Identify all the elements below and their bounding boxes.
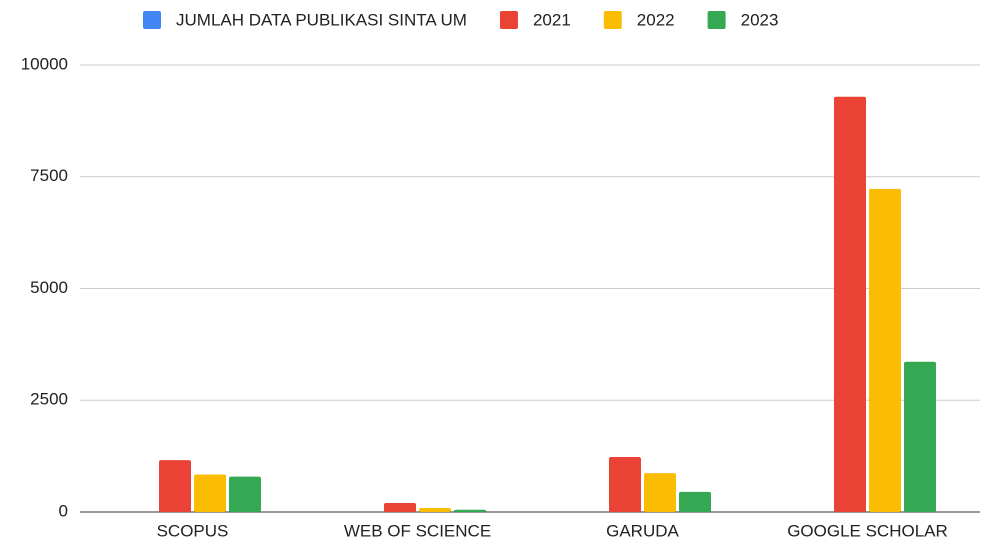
bar — [454, 509, 486, 512]
bar — [609, 457, 641, 512]
bar — [159, 460, 191, 512]
y-tick-label: 0 — [59, 501, 68, 520]
legend-swatch — [603, 11, 622, 29]
x-tick-label: WEB OF SCIENCE — [344, 521, 491, 540]
legend-label: 2022 — [637, 10, 675, 29]
bar — [644, 473, 676, 512]
bar — [384, 503, 416, 512]
y-tick-label: 10000 — [21, 54, 68, 73]
legend-label: 2021 — [533, 10, 571, 29]
bar — [679, 491, 711, 512]
bar — [419, 507, 451, 512]
x-tick-label: GARUDA — [606, 521, 679, 540]
bar — [904, 361, 936, 512]
bar — [229, 476, 261, 512]
legend-label: JUMLAH DATA PUBLIKASI SINTA UM — [176, 10, 467, 29]
y-tick-label: 7500 — [30, 166, 68, 185]
y-tick-label: 5000 — [30, 278, 68, 297]
bar — [869, 188, 901, 512]
legend-label: 2023 — [741, 10, 779, 29]
bar — [194, 474, 226, 512]
x-tick-label: GOOGLE SCHOLAR — [787, 521, 948, 540]
x-tick-label: SCOPUS — [157, 521, 229, 540]
legend-swatch — [707, 11, 726, 29]
y-tick-label: 2500 — [30, 390, 68, 409]
bar — [834, 96, 866, 512]
legend-swatch — [499, 11, 518, 29]
legend-swatch — [143, 11, 161, 29]
